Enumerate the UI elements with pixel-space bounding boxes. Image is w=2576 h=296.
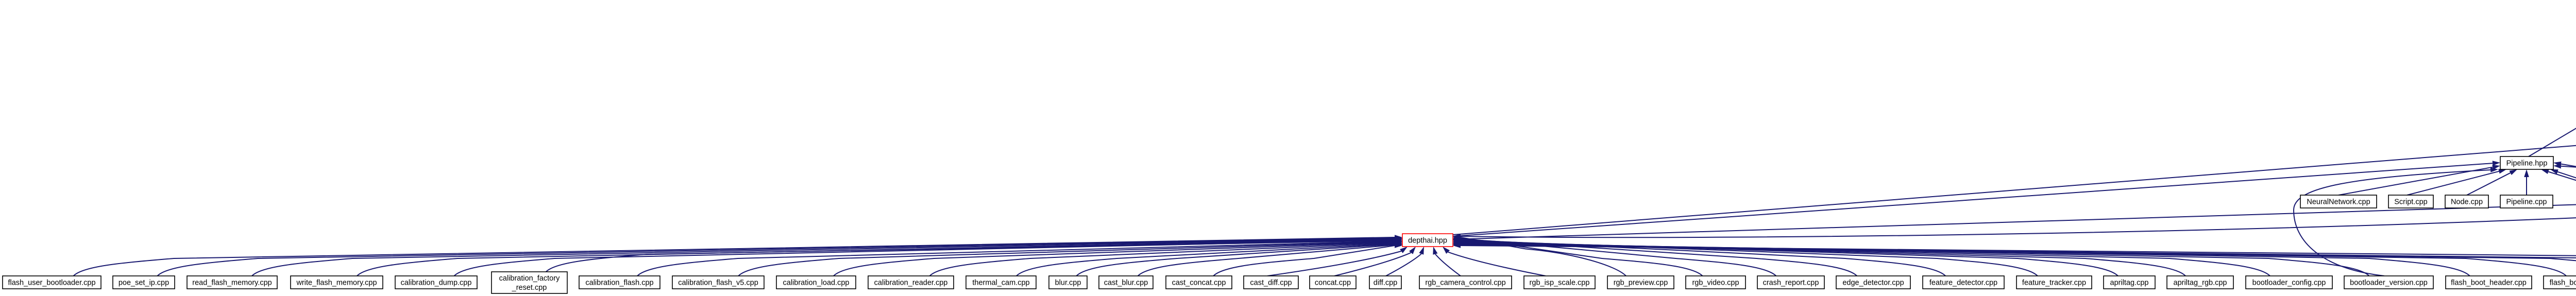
svg-text:bootloader_config.cpp: bootloader_config.cpp (2252, 279, 2326, 287)
svg-text:Pipeline.hpp: Pipeline.hpp (2506, 160, 2548, 168)
svg-text:apriltag.cpp: apriltag.cpp (2110, 279, 2149, 287)
svg-text:Pipeline.cpp: Pipeline.cpp (2506, 198, 2547, 206)
svg-text:calibration_load.cpp: calibration_load.cpp (783, 279, 850, 287)
svg-text:Script.cpp: Script.cpp (2394, 198, 2427, 206)
svg-text:concat.cpp: concat.cpp (1315, 279, 1351, 287)
svg-text:rgb_camera_control.cpp: rgb_camera_control.cpp (1425, 279, 1505, 287)
svg-text:blur.cpp: blur.cpp (1055, 279, 1081, 287)
svg-text:rgb_isp_scale.cpp: rgb_isp_scale.cpp (1530, 279, 1590, 287)
svg-text:diff.cpp: diff.cpp (1374, 279, 1398, 287)
svg-text:flash_bootloader.cpp: flash_bootloader.cpp (2550, 279, 2576, 287)
svg-text:read_flash_memory.cpp: read_flash_memory.cpp (192, 279, 272, 287)
svg-text:calibration_flash.cpp: calibration_flash.cpp (585, 279, 653, 287)
svg-text:crash_report.cpp: crash_report.cpp (1763, 279, 1819, 287)
svg-text:feature_detector.cpp: feature_detector.cpp (1929, 279, 1997, 287)
svg-text:edge_detector.cpp: edge_detector.cpp (1842, 279, 1904, 287)
svg-text:calibration_dump.cpp: calibration_dump.cpp (401, 279, 472, 287)
svg-text:cast_blur.cpp: cast_blur.cpp (1104, 279, 1148, 287)
svg-text:feature_tracker.cpp: feature_tracker.cpp (2022, 279, 2086, 287)
svg-text:cast_diff.cpp: cast_diff.cpp (1250, 279, 1292, 287)
svg-text:calibration_factory: calibration_factory (499, 274, 560, 283)
svg-text:depthai.hpp: depthai.hpp (1408, 237, 1447, 245)
svg-text:_reset.cpp: _reset.cpp (512, 284, 547, 292)
svg-text:flash_boot_header.cpp: flash_boot_header.cpp (2451, 279, 2527, 287)
svg-text:thermal_cam.cpp: thermal_cam.cpp (972, 279, 1029, 287)
svg-text:calibration_reader.cpp: calibration_reader.cpp (874, 279, 948, 287)
svg-text:calibration_flash_v5.cpp: calibration_flash_v5.cpp (678, 279, 758, 287)
svg-text:cast_concat.cpp: cast_concat.cpp (1172, 279, 1226, 287)
svg-text:flash_user_bootloader.cpp: flash_user_bootloader.cpp (8, 279, 95, 287)
svg-text:NeuralNetwork.cpp: NeuralNetwork.cpp (2307, 198, 2370, 206)
svg-text:rgb_preview.cpp: rgb_preview.cpp (1614, 279, 1668, 287)
svg-text:poe_set_ip.cpp: poe_set_ip.cpp (118, 279, 169, 287)
svg-text:Node.cpp: Node.cpp (2451, 198, 2483, 206)
svg-text:apriltag_rgb.cpp: apriltag_rgb.cpp (2174, 279, 2227, 287)
svg-text:bootloader_version.cpp: bootloader_version.cpp (2350, 279, 2428, 287)
svg-text:rgb_video.cpp: rgb_video.cpp (1692, 279, 1739, 287)
svg-text:write_flash_memory.cpp: write_flash_memory.cpp (296, 279, 377, 287)
